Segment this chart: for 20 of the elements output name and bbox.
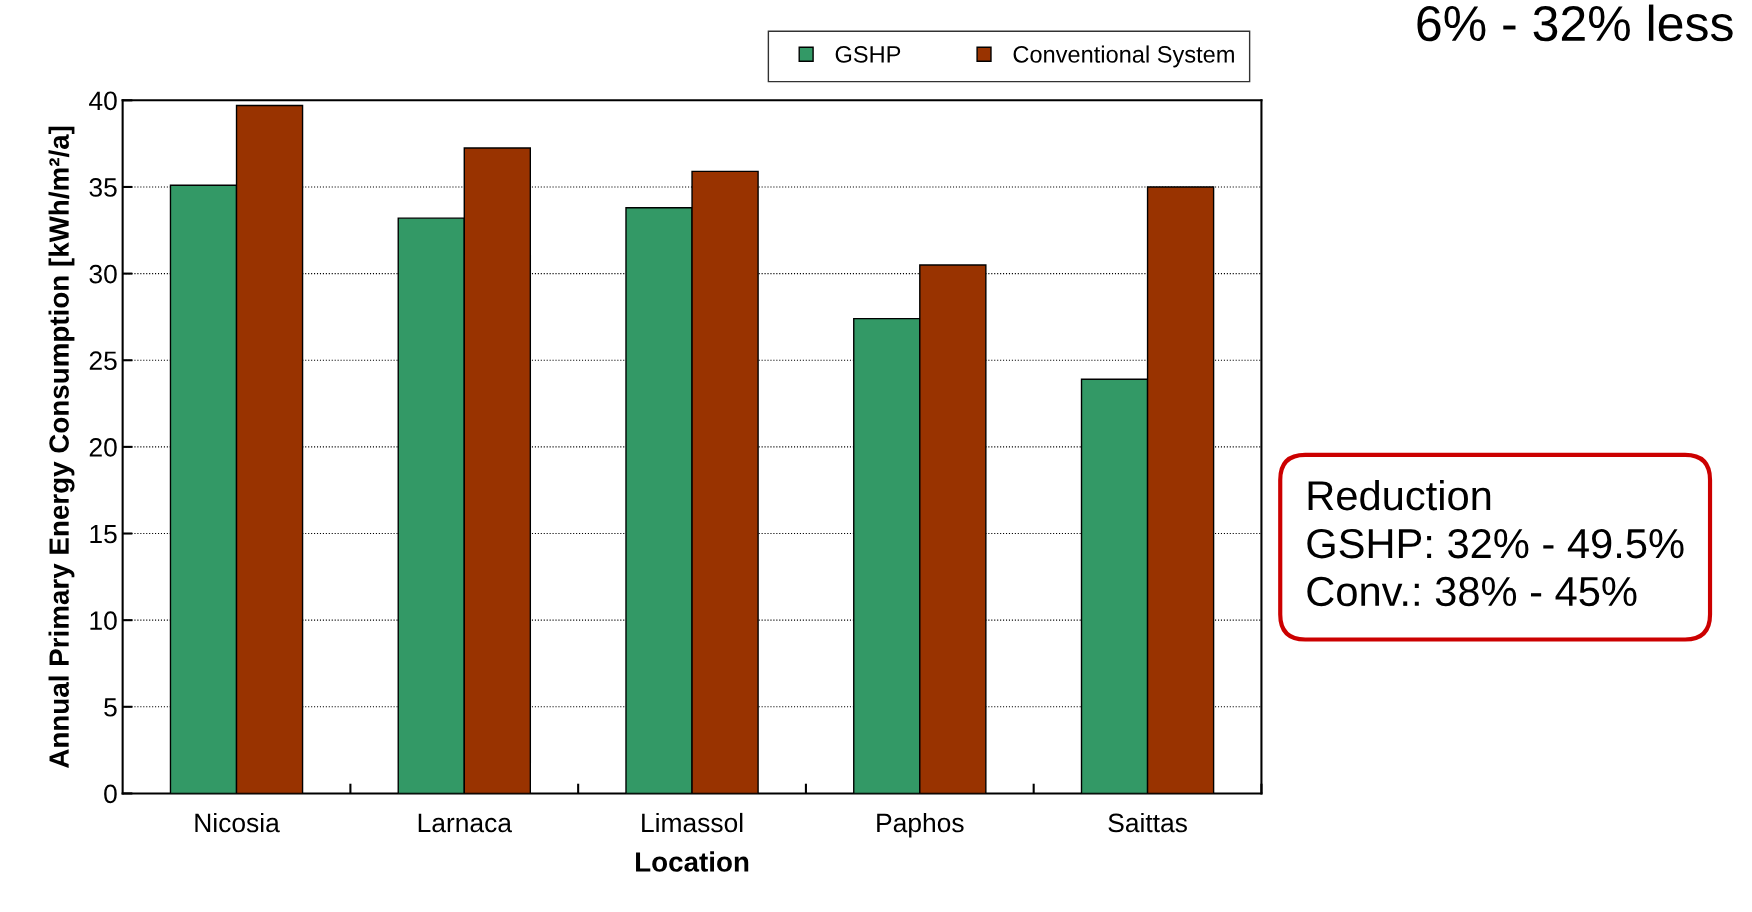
y-tick-label: 0 [104,784,117,804]
legend-label: Conventional System [1013,45,1234,68]
y-axis-title: Annual Primary Energy Consumption [kWh/m²/a] [48,126,75,768]
y-tick-label: 15 [90,524,117,544]
x-tick-label: Paphos [877,812,964,838]
y-tick-label: 20 [89,438,117,457]
y-tick-label: 35 [89,178,117,197]
y-tick-label: 10 [90,611,117,630]
y-tick-label: 5 [104,698,117,717]
x-tick-label: Limassol [642,812,743,833]
x-tick-label: Larnaca [418,813,512,833]
text: Reduction GSHP: 32% - 49.5% Conv.: 38% - 45% [1307,479,1684,607]
legend-label: GSHP [835,46,901,63]
y-tick-label: 25 [89,351,117,371]
text: 6% - 32% less [1417,4,1733,42]
y-tick-label: 30 [89,264,117,284]
y-tick-label: 40 [89,91,117,111]
x-tick-label: Nicosia [195,812,280,833]
x-axis-title: Location [636,851,749,872]
x-tick-label: Saittas [1108,812,1187,833]
